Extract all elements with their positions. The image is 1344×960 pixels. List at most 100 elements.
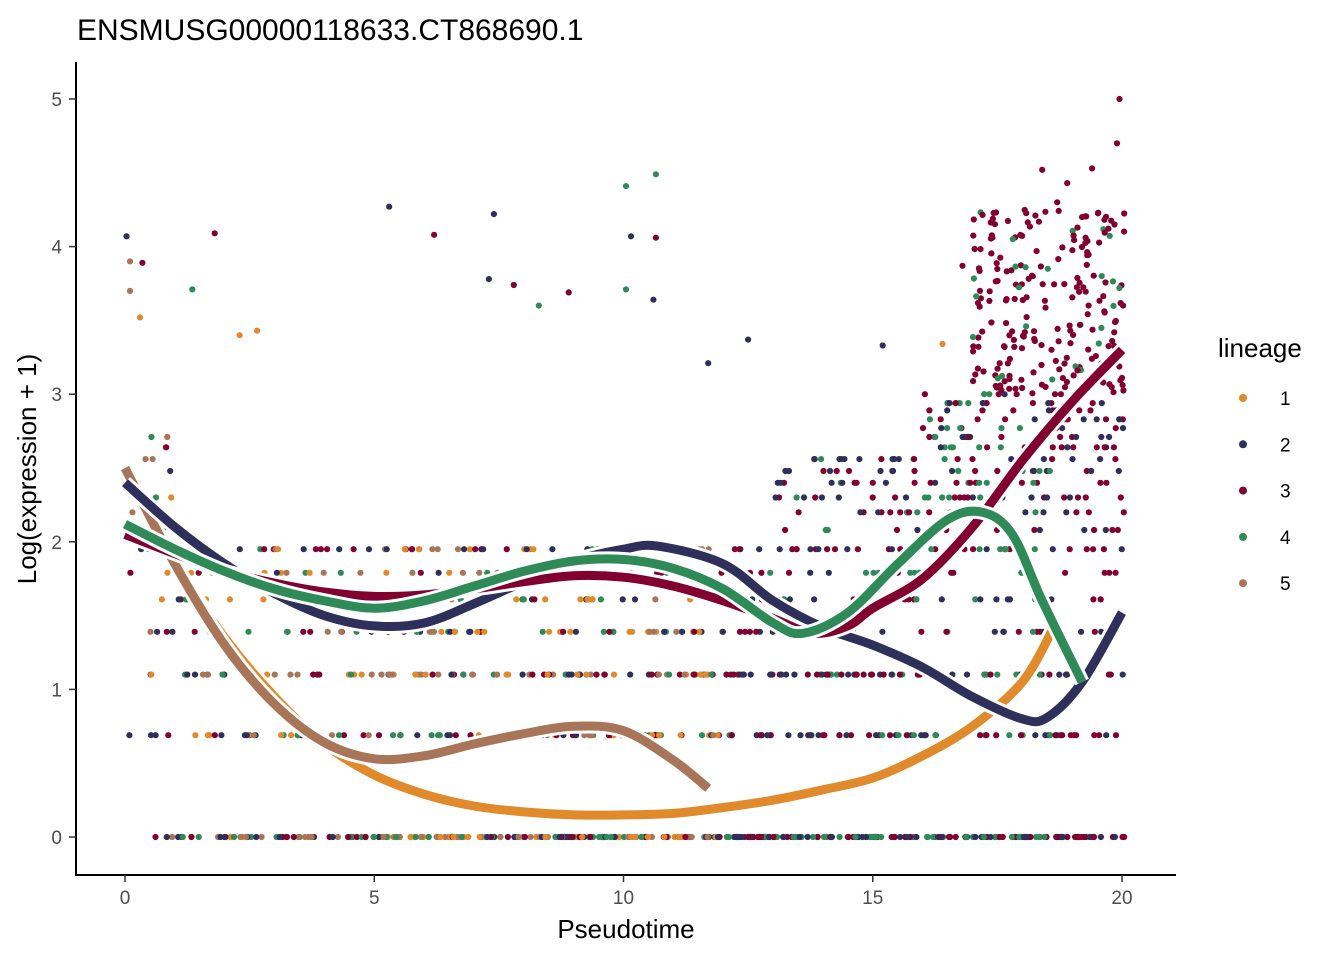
scatter-point (1054, 325, 1061, 332)
scatter-point (1093, 444, 1100, 451)
scatter-point (818, 494, 826, 501)
scatter-point (1030, 369, 1037, 376)
scatter-point (972, 467, 979, 475)
scatter-point (260, 596, 267, 603)
scatter-point (770, 833, 777, 841)
scatter-point (324, 628, 331, 635)
scatter-point (922, 732, 929, 739)
scatter-point (868, 671, 876, 678)
scatter-point (1057, 391, 1064, 398)
y-tick-label: 1 (51, 680, 62, 701)
scatter-point (383, 546, 390, 553)
scatter-point (1116, 416, 1123, 423)
scatter-point (813, 671, 821, 678)
scatter-point (288, 732, 295, 739)
scatter-point (1057, 433, 1064, 441)
scatter-point (943, 628, 950, 635)
scatter-point (569, 833, 576, 841)
scatter-point (560, 628, 567, 635)
scatter-point (1023, 210, 1030, 217)
scatter-point (287, 671, 294, 678)
scatter-point (276, 833, 283, 841)
y-tick-label: 5 (51, 90, 62, 111)
scatter-point (1018, 479, 1025, 486)
scatter-point (527, 833, 534, 841)
scatter-point (675, 833, 683, 841)
scatter-point (1091, 628, 1098, 635)
scatter-point (767, 671, 774, 678)
scatter-point (970, 275, 978, 282)
scatter-point (818, 671, 826, 678)
scatter-point (452, 732, 459, 739)
scatter-point (123, 233, 130, 240)
scatter-point (878, 456, 885, 463)
scatter-point (930, 833, 937, 841)
scatter-point (1029, 628, 1037, 635)
scatter-point (278, 732, 285, 739)
scatter-point (1116, 95, 1123, 103)
scatter-point (946, 400, 953, 407)
scatter-point (869, 833, 876, 841)
scatter-point (969, 494, 976, 501)
scatter-point (652, 596, 659, 603)
scatter-point (1049, 376, 1056, 383)
scatter-point (783, 671, 790, 678)
scatter-point (628, 833, 635, 841)
scatter-point (903, 732, 910, 739)
scatter-point (815, 732, 822, 739)
scatter-point (747, 671, 754, 678)
scatter-point (879, 732, 886, 739)
scatter-point (887, 732, 894, 739)
scatter-point (1076, 407, 1083, 414)
scatter-point (953, 479, 960, 486)
scatter-point (673, 628, 680, 635)
scatter-point (454, 546, 462, 553)
scatter-point (976, 546, 983, 553)
scatter-point (503, 546, 510, 553)
scatter-point (164, 569, 171, 576)
y-axis-title: Log(expression + 1) (12, 354, 42, 585)
scatter-point (184, 671, 191, 678)
scatter-point (1069, 247, 1076, 254)
scatter-point (1052, 357, 1059, 364)
scatter-point (358, 671, 365, 678)
scatter-point (1095, 209, 1102, 216)
scatter-point (661, 833, 668, 841)
scatter-point (919, 425, 927, 432)
scatter-point (320, 569, 327, 576)
scatter-point (1062, 569, 1069, 576)
scatter-point (431, 231, 438, 238)
x-tick-label: 5 (369, 888, 380, 909)
scatter-point (1082, 239, 1089, 246)
scatter-point (226, 596, 233, 603)
legend-key-3 (1239, 486, 1247, 495)
scatter-point (833, 671, 841, 678)
scatter-point (1103, 479, 1110, 486)
scatter-point (446, 732, 454, 739)
scatter-point (127, 569, 134, 576)
scatter-point (963, 833, 970, 841)
scatter-point (1090, 272, 1097, 279)
scatter-point (579, 833, 586, 841)
scatter-point (412, 671, 419, 678)
scatter-point (869, 494, 876, 501)
scatter-point (926, 416, 934, 423)
scatter-point (997, 546, 1004, 553)
scatter-point (821, 732, 828, 739)
scatter-point (938, 425, 945, 432)
scatter-point (986, 297, 993, 304)
scatter-point (838, 456, 845, 463)
scatter-point (714, 732, 721, 739)
scatter-point (152, 732, 159, 739)
scatter-point (1080, 284, 1087, 291)
scatter-point (627, 671, 634, 678)
scatter-point (1112, 569, 1119, 576)
scatter-point (914, 509, 921, 516)
scatter-point (994, 365, 1001, 372)
scatter-point (1001, 546, 1009, 553)
scatter-point (1006, 596, 1013, 603)
scatter-point (273, 569, 280, 576)
scatter-point (1096, 297, 1103, 304)
scatter-point (1121, 228, 1128, 235)
